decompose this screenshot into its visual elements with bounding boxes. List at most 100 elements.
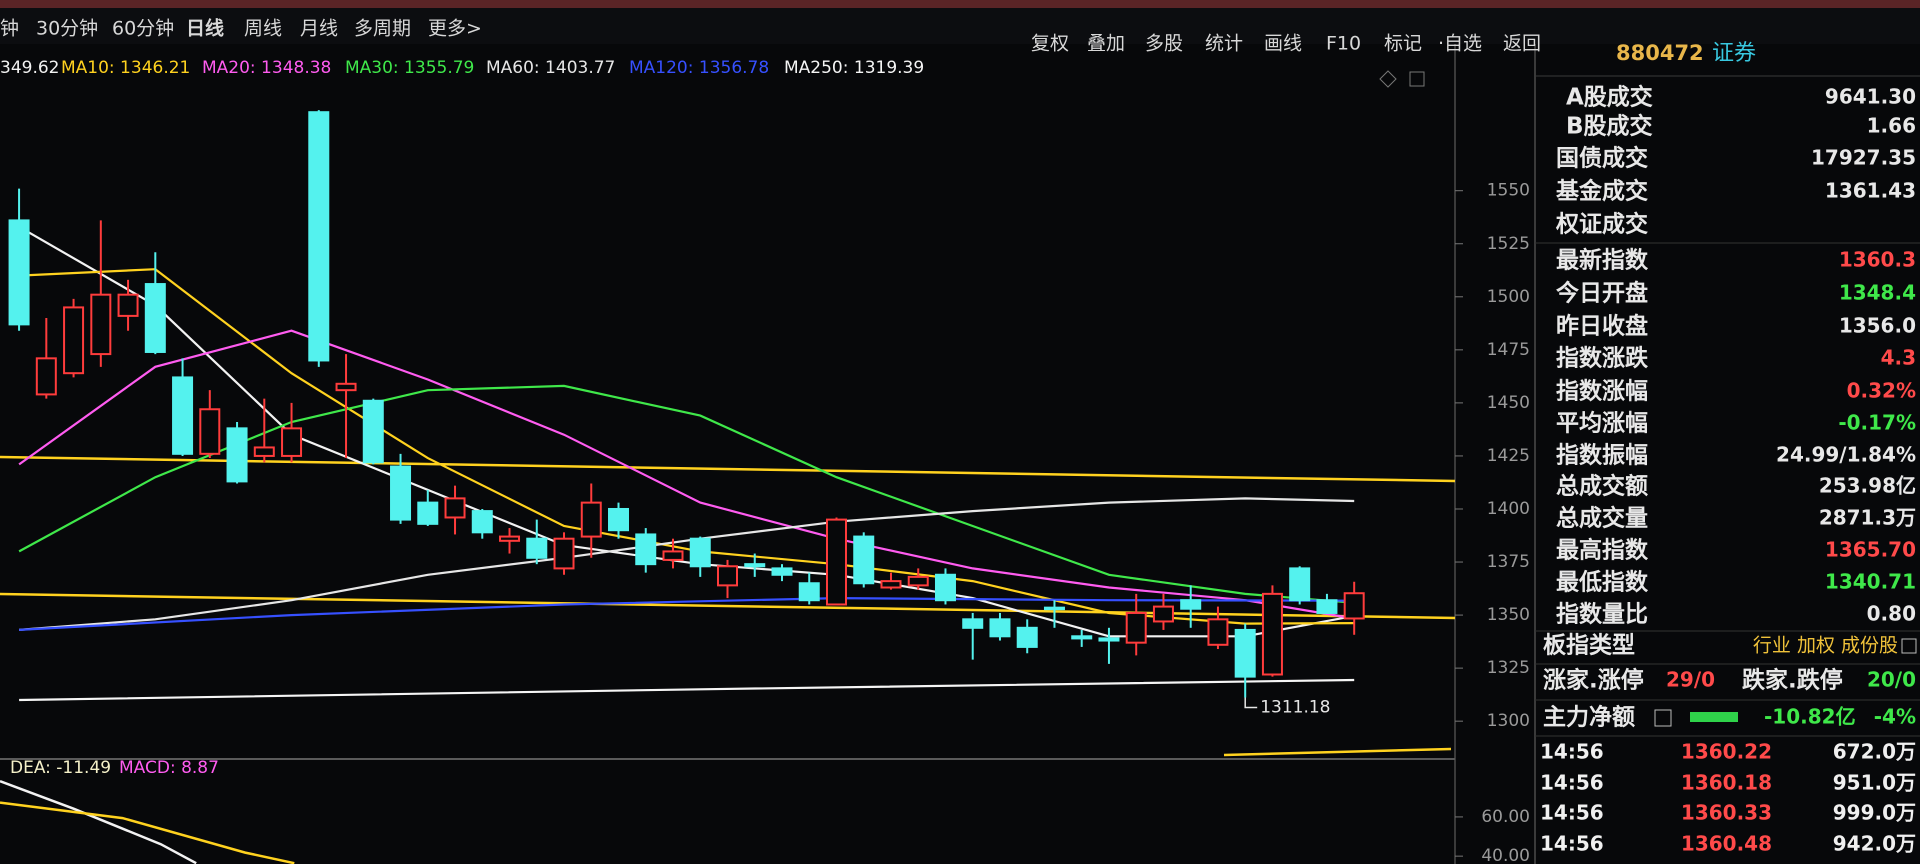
period-tab[interactable]: 钟 <box>0 18 19 40</box>
symbol-code: 880472 <box>1616 41 1704 65</box>
tool-button[interactable]: 返回 <box>1503 33 1541 55</box>
y-tick-label: 1400 <box>1487 499 1530 519</box>
candle-body <box>608 507 630 532</box>
ma-line <box>19 678 1355 702</box>
period-tab[interactable]: 周线 <box>244 18 282 40</box>
candle-body <box>825 518 847 606</box>
candle-body <box>553 537 575 570</box>
pane-icon[interactable] <box>1379 70 1397 88</box>
main-pane: 1300 1325 1350 1375 1400 1425 1450 1475 1500 1525… <box>0 58 1530 864</box>
tool-button[interactable]: 多股 <box>1145 33 1183 55</box>
macd-legend: DEA: -11.49 <box>10 758 111 778</box>
row-label: A股成交 <box>1566 84 1653 111</box>
candle-body <box>63 306 85 375</box>
tool-button[interactable]: 叠加 <box>1087 33 1125 55</box>
side-panel: A股成交 9641.30 B股成交 1.66 国债成交 17927.35 基金成交 1361.… <box>1535 84 1920 856</box>
candle-body <box>1071 635 1093 640</box>
candle-body <box>8 219 30 326</box>
symbol-name: 证券 <box>1712 41 1756 66</box>
candle-body <box>1316 599 1338 614</box>
candle-body <box>1016 626 1038 648</box>
row-value: 1360.3 <box>1839 248 1916 272</box>
tick-price: 1360.33 <box>1681 801 1772 825</box>
y-tick-label: 1475 <box>1487 340 1530 360</box>
y-tick-label: 1450 <box>1487 393 1530 413</box>
candle-body <box>717 565 738 587</box>
y-tick-label: 1425 <box>1487 446 1530 466</box>
row-value: 1356.0 <box>1839 314 1916 338</box>
row-label: 总成交量 <box>1556 505 1648 532</box>
period-tab[interactable]: 月线 <box>300 18 338 40</box>
row-label: 最低指数 <box>1556 570 1649 596</box>
period-tab[interactable]: 更多> <box>428 18 482 40</box>
candle-body <box>226 427 248 483</box>
board-label: 板指类型 <box>1543 633 1635 659</box>
y-tick-label: 1500 <box>1487 287 1530 307</box>
tool-button[interactable]: 复权 <box>1031 33 1069 55</box>
tool-button[interactable]: 画线 <box>1264 33 1302 55</box>
tool-button[interactable]: 标记 <box>1384 33 1422 55</box>
row-label: B股成交 <box>1566 113 1653 140</box>
y-tick-label: 1550 <box>1487 181 1530 201</box>
ma-line <box>18 329 1355 620</box>
drawn-line <box>1223 747 1452 757</box>
low-annotation: 1311.18 <box>1260 697 1330 717</box>
row-value: 0.80 <box>1867 602 1916 626</box>
row-value: -0.17% <box>1838 411 1916 435</box>
tick-time: 14:56 <box>1540 832 1604 856</box>
period-tab[interactable]: 日线 <box>186 17 224 40</box>
row-value: 1340.71 <box>1825 570 1916 594</box>
row-label: 权证成交 <box>1555 211 1648 238</box>
row-label: 国债成交 <box>1556 145 1648 172</box>
candle-body <box>1261 592 1283 676</box>
tool-button[interactable]: F10 <box>1326 33 1361 55</box>
candle-body <box>253 446 275 457</box>
candle-body <box>1152 605 1174 623</box>
tool-button[interactable]: 统计 <box>1205 33 1243 55</box>
candle-body <box>1043 606 1065 611</box>
candle-body <box>335 382 357 392</box>
candle-body <box>934 573 956 602</box>
row-value: 9641.30 <box>1825 85 1916 109</box>
legend-entry: MA60: 1403.77 <box>486 58 615 78</box>
period-tab[interactable]: 30分钟 <box>36 18 98 40</box>
row-label: 指数涨跌 <box>1556 346 1648 372</box>
row-label: 指数量比 <box>1556 602 1648 628</box>
y-tick-label: 1300 <box>1487 711 1530 731</box>
net-icon <box>1654 709 1672 727</box>
tool-button[interactable]: ·自选 <box>1438 33 1482 55</box>
legend-entry: MA250: 1319.39 <box>784 58 924 78</box>
legend-entry: MA10: 1346.21 <box>61 58 190 78</box>
tick-price: 1360.18 <box>1681 771 1772 795</box>
row-value: 24.99/1.84% <box>1776 443 1916 467</box>
candle-body <box>744 563 766 568</box>
row-value: 1365.70 <box>1825 538 1916 562</box>
pane-icon[interactable] <box>1409 71 1425 87</box>
candle-body <box>281 427 303 457</box>
row-label: 基金成交 <box>1556 178 1648 205</box>
row-label: 指数涨幅 <box>1556 379 1648 405</box>
row-label: 最新指数 <box>1556 247 1649 274</box>
candle-body <box>662 550 684 561</box>
tick-price: 1360.48 <box>1681 832 1772 856</box>
candle-body <box>580 501 602 538</box>
candle-body <box>1125 611 1147 644</box>
macd-line <box>0 801 295 864</box>
candle-body <box>417 501 439 525</box>
candle-body <box>771 567 793 576</box>
candle-body <box>853 535 875 585</box>
board-icon <box>1901 638 1917 654</box>
row-value: 17927.35 <box>1811 146 1916 170</box>
row-label: 平均涨幅 <box>1556 410 1648 437</box>
period-tab[interactable]: 多周期 <box>354 18 411 40</box>
row-value: 0.32% <box>1847 379 1916 403</box>
row-value: 1.66 <box>1867 114 1916 138</box>
y-tick-label: 40.00 <box>1481 846 1530 864</box>
legend-entry: MA30: 1355.79 <box>345 58 474 78</box>
candle-body <box>880 580 902 589</box>
y-tick-label: 1525 <box>1487 234 1530 254</box>
period-tab[interactable]: 60分钟 <box>112 18 174 40</box>
tick-volume: 942.0万 <box>1833 832 1916 856</box>
legend-entry: 349.62 <box>0 58 59 78</box>
